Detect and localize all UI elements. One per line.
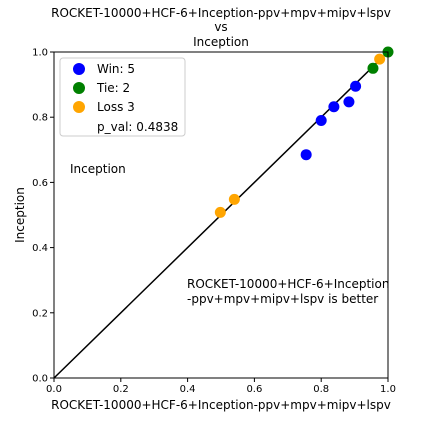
x-tick-label: 0.6: [246, 384, 262, 395]
legend-marker-tie: [73, 82, 85, 94]
chart-title-line-3: Inception: [193, 35, 249, 49]
data-point: [367, 62, 379, 74]
y-tick-label: 0.6: [32, 178, 48, 189]
axis-ticks: 0.0 0.2 0.4 0.6 0.8 1.0 0.0 0.2 0.4 0.6 0.8 1.0: [32, 48, 396, 396]
data-point: [300, 149, 312, 161]
data-point: [350, 80, 362, 92]
legend-label-win: Win: 5: [97, 62, 135, 76]
data-point: [374, 53, 386, 65]
legend-marker-loss: [73, 101, 85, 113]
data-point: [315, 114, 327, 126]
y-tick-label: 0.4: [32, 243, 48, 254]
annotation-upper: Inception: [70, 162, 126, 176]
x-tick-label: 1.0: [380, 384, 396, 395]
plot-frame: [53, 51, 389, 379]
annotation-lower-line-1: ROCKET-10000+HCF-6+Inception: [187, 277, 389, 291]
annotation-lower-line-2: -ppv+mpv+mipv+lspv is better: [187, 292, 378, 306]
y-axis-label: Inception: [13, 187, 27, 243]
data-point: [228, 193, 240, 205]
chart-title-line-2: vs: [214, 20, 227, 34]
data-point: [214, 206, 226, 218]
y-tick-label: 0.8: [32, 113, 48, 124]
legend-label-tie: Tie: 2: [96, 81, 130, 95]
data-point: [343, 96, 355, 108]
legend-p-value: p_val: 0.4838: [97, 120, 178, 134]
x-tick-label: 0.4: [180, 384, 196, 395]
x-tick-label: 0.0: [46, 384, 62, 395]
y-tick-label: 1.0: [32, 48, 48, 59]
legend-label-loss: Loss 3: [97, 100, 135, 114]
legend-box: [59, 57, 186, 137]
legend-marker-win: [73, 63, 85, 75]
x-axis-label: ROCKET-10000+HCF-6+Inception-ppv+mpv+mip…: [51, 398, 391, 412]
x-tick-label: 0.2: [113, 384, 129, 395]
legend: Win: 5 Tie: 2 Loss 3 p_val: 0.4838: [59, 57, 186, 137]
chart-title-line-1: ROCKET-10000+HCF-6+Inception-ppv+mpv+mip…: [51, 6, 391, 20]
data-point: [328, 101, 340, 113]
x-tick-label: 0.8: [313, 384, 329, 395]
y-tick-label: 0.0: [32, 374, 48, 385]
y-tick-label: 0.2: [32, 308, 48, 319]
